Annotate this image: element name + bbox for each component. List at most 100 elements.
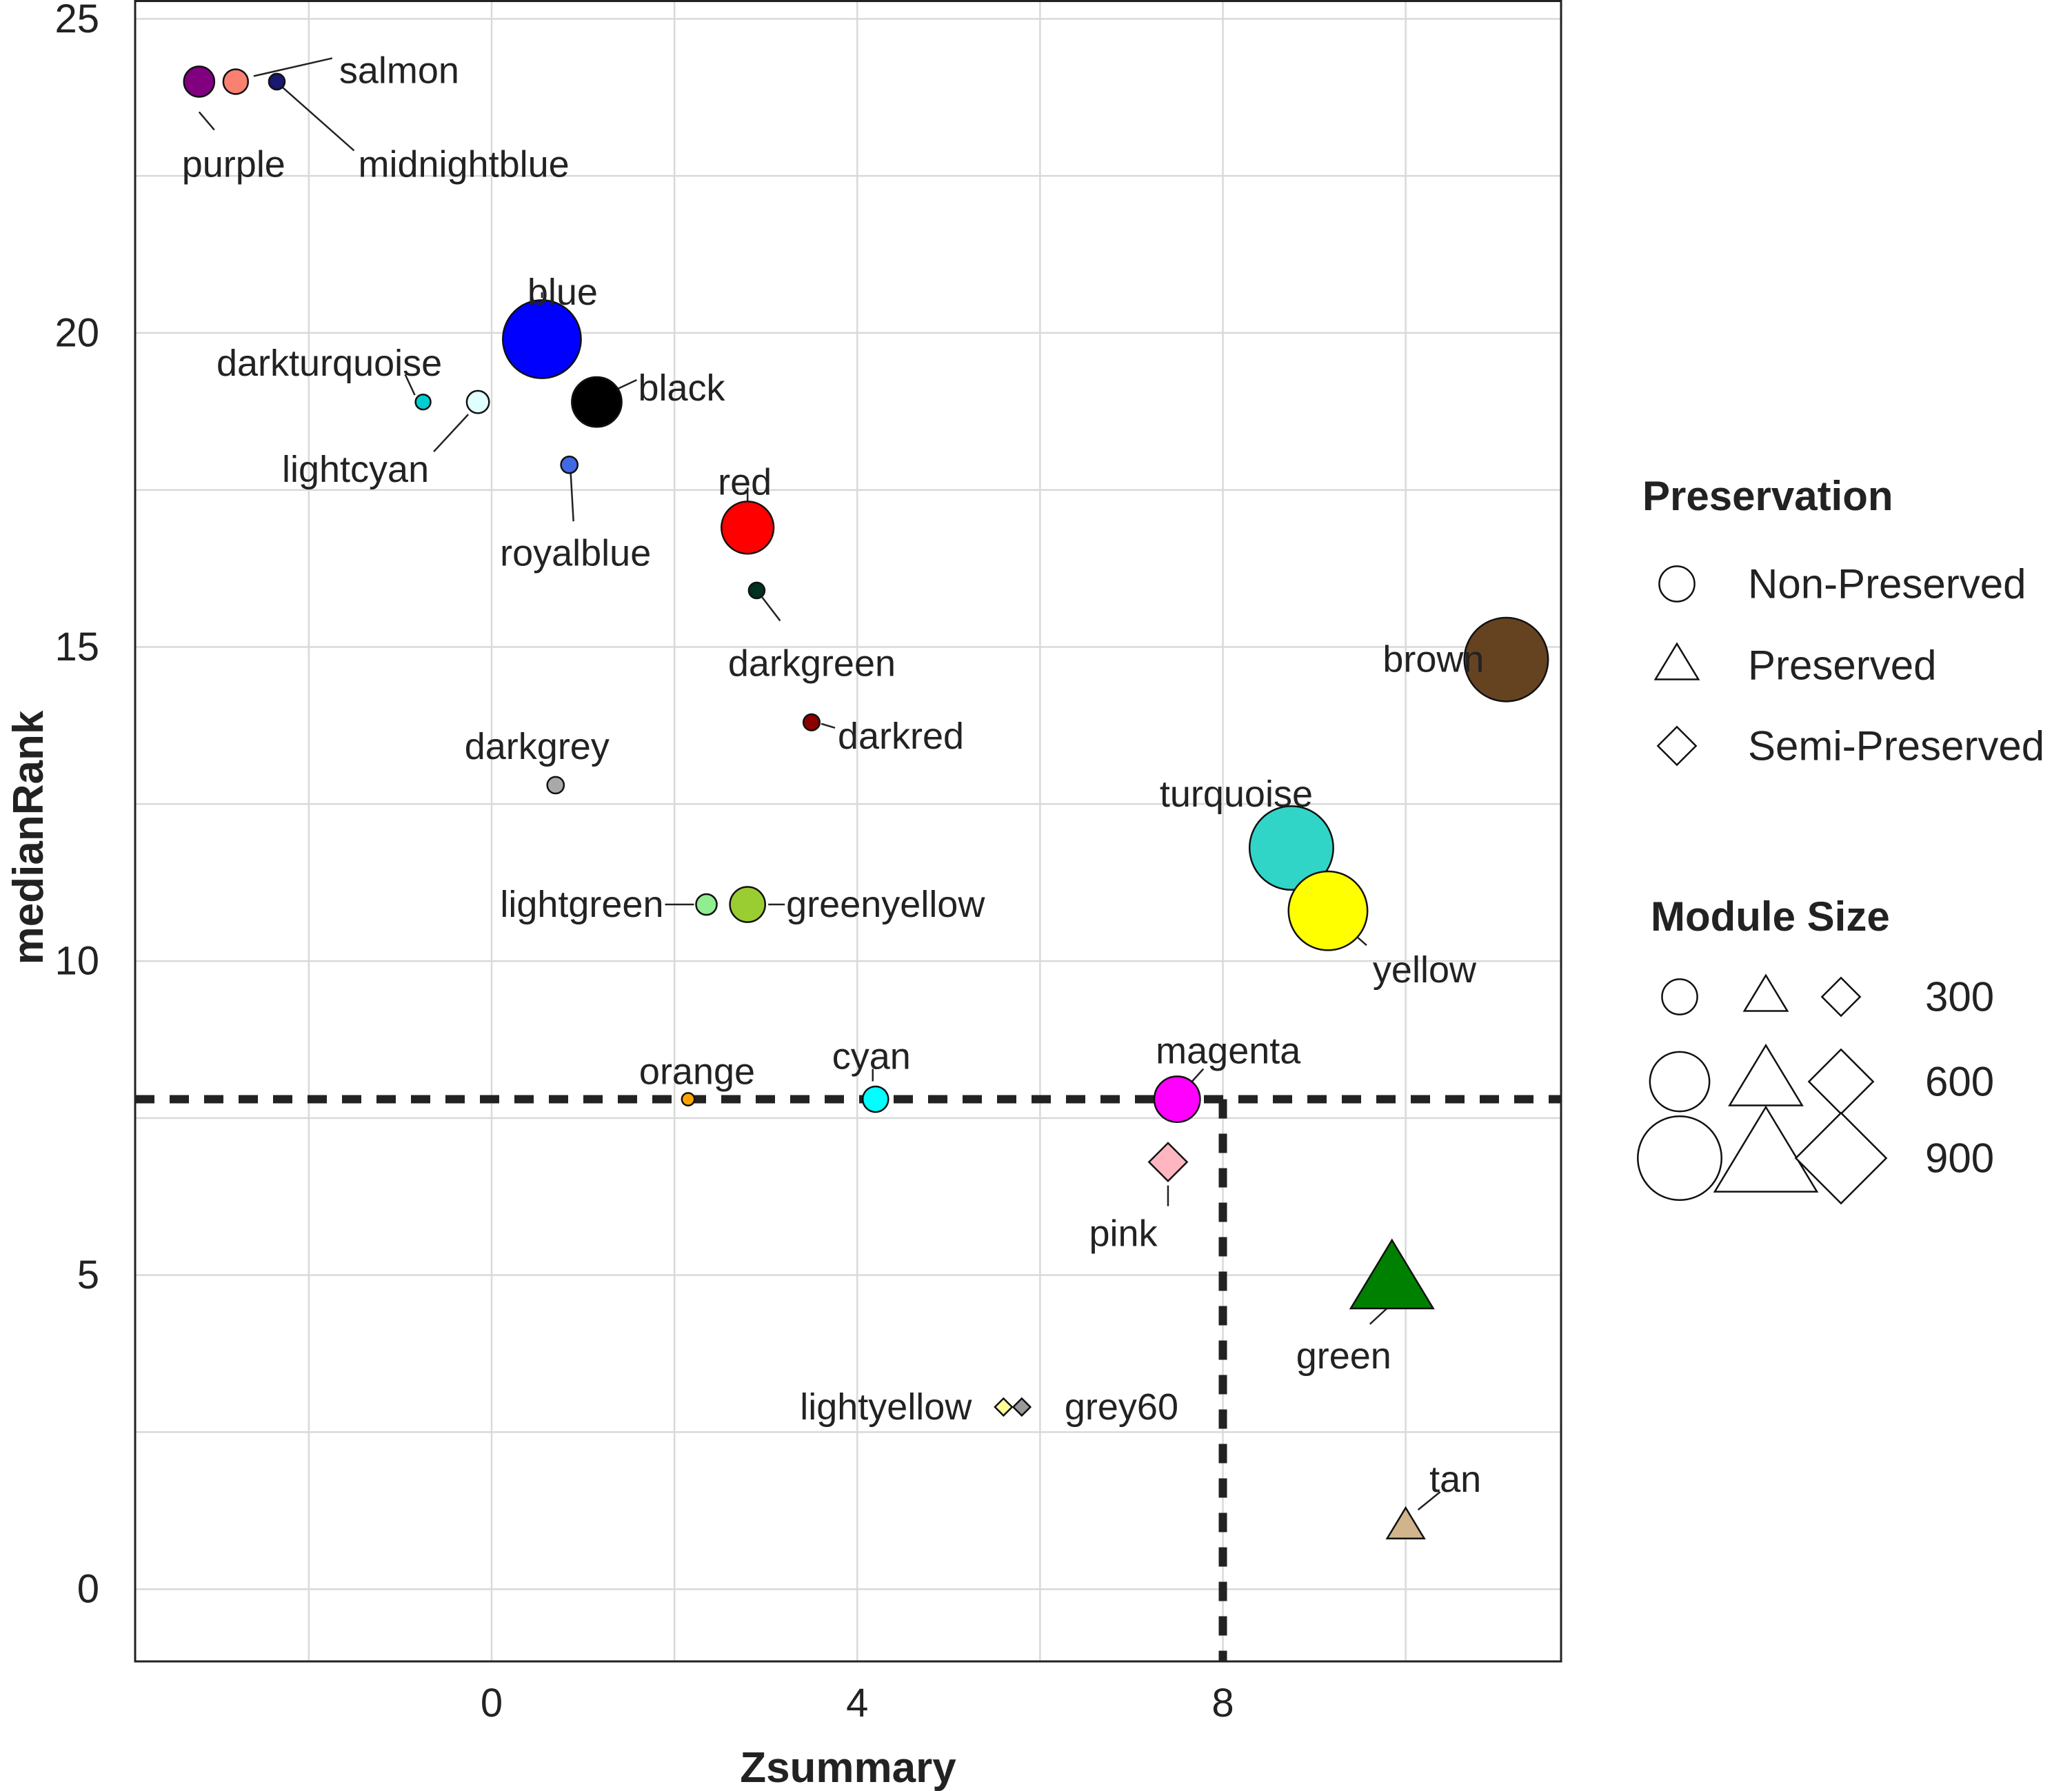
point-tan — [1385, 1506, 1426, 1540]
x-tick-label-4: 4 — [846, 1681, 868, 1726]
point-pink — [1147, 1142, 1189, 1183]
point-label-darkgrey: darkgrey — [465, 726, 610, 767]
point-label-magenta: magenta — [1156, 1031, 1301, 1072]
y-tick-label-15: 15 — [54, 625, 99, 669]
point-red — [721, 500, 775, 555]
point-grey60 — [1012, 1397, 1032, 1417]
legend-module-size-title: Module Size — [1651, 893, 1890, 940]
leader-tan — [1417, 1491, 1441, 1511]
leader-darkred — [821, 722, 836, 729]
leader-salmon — [253, 57, 333, 77]
y-tick-label-20: 20 — [54, 310, 99, 355]
label-leader-lines — [198, 57, 1441, 1511]
point-label-darkgreen: darkgreen — [728, 642, 896, 684]
point-label-salmon: salmon — [339, 50, 459, 91]
x-tick-label-8: 8 — [1211, 1681, 1234, 1726]
point-turquoise — [1248, 805, 1334, 891]
legend-size-900-preserved — [1713, 1105, 1819, 1193]
point-label-orange: orange — [639, 1051, 755, 1093]
point-midnightblue — [268, 72, 286, 91]
legend-size-900-semi-preserved — [1794, 1111, 1888, 1205]
legend-size-300-non-preserved — [1661, 978, 1698, 1015]
point-label-yellow: yellow — [1373, 949, 1477, 991]
point-label-brown: brown — [1382, 639, 1484, 680]
leader-purple — [198, 111, 215, 131]
point-label-cyan: cyan — [832, 1036, 911, 1077]
point-label-lightgreen: lightgreen — [500, 884, 663, 925]
point-darkgreen — [747, 581, 766, 600]
point-black — [571, 376, 623, 428]
y-tick-label-10: 10 — [54, 939, 99, 984]
legend-key-non-preserved — [1658, 565, 1696, 603]
y-tick-label-0: 0 — [77, 1567, 99, 1612]
point-label-lightyellow: lightyellow — [800, 1386, 972, 1428]
legend-label-semi-preserved: Semi-Preserved — [1748, 723, 2044, 769]
point-orange — [681, 1092, 696, 1106]
leader-green — [1369, 1306, 1389, 1325]
leader-darkturquoise — [404, 374, 416, 396]
legend-size-600-non-preserved — [1649, 1051, 1711, 1113]
point-darkturquoise — [414, 393, 432, 411]
point-magenta — [1153, 1075, 1201, 1123]
legend-size-label-600: 600 — [1925, 1059, 1994, 1105]
legend-label-non-preserved: Non-Preserved — [1748, 561, 2026, 607]
point-darkred — [802, 713, 821, 731]
y-tick-label-25: 25 — [54, 0, 99, 41]
legend-size-600-preserved — [1728, 1043, 1804, 1106]
legend-size-300-preserved — [1742, 973, 1789, 1012]
point-label-greenyellow: greenyellow — [786, 884, 985, 925]
point-royalblue — [560, 455, 579, 474]
plot-panel-border — [134, 0, 1562, 1663]
point-labels: purple salmon midnightblue blue black darktur… — [182, 50, 1485, 1500]
point-label-turquoise: turquoise — [1160, 773, 1313, 815]
point-label-lightcyan: lightcyan — [282, 449, 429, 490]
point-label-grey60: grey60 — [1065, 1386, 1178, 1428]
gridlines — [135, 0, 1561, 1661]
legend-label-preserved: Preserved — [1748, 642, 1936, 689]
point-label-midnightblue: midnightblue — [358, 143, 569, 185]
axis-tick-labels: 0 4 8 0 5 10 15 20 25 — [54, 0, 1234, 1726]
point-label-red: red — [718, 461, 772, 503]
point-yellow — [1287, 870, 1369, 951]
data-points — [183, 65, 1549, 1540]
point-lightyellow — [994, 1397, 1014, 1417]
leader-magenta — [1190, 1068, 1205, 1084]
point-purple — [183, 65, 216, 98]
point-label-black: black — [638, 367, 725, 409]
point-label-royalblue: royalblue — [500, 532, 651, 574]
legend-size-600-semi-preserved — [1807, 1048, 1875, 1115]
point-label-darkturquoise: darkturquoise — [217, 343, 442, 384]
point-darkgrey — [546, 776, 565, 795]
legend-size-900-non-preserved — [1637, 1115, 1722, 1201]
x-tick-label-0: 0 — [481, 1681, 503, 1726]
point-brown — [1463, 616, 1549, 702]
legend-size-label-300: 300 — [1925, 974, 1994, 1020]
leader-lightcyan — [433, 414, 470, 452]
leader-darkgreen — [761, 596, 781, 622]
point-label-green: green — [1296, 1335, 1391, 1377]
leader-black — [615, 379, 637, 391]
point-label-tan: tan — [1429, 1459, 1481, 1500]
leader-midnightblue — [281, 86, 355, 152]
leader-royalblue — [570, 473, 574, 522]
point-greenyellow — [729, 886, 767, 923]
point-lightcyan — [465, 389, 490, 414]
point-green — [1349, 1238, 1435, 1310]
point-cyan — [861, 1085, 889, 1113]
legend-items: Non-Preserved Preserved Semi-Preserved 300 6… — [1637, 561, 2044, 1205]
point-blue — [502, 299, 582, 379]
point-label-purple: purple — [182, 143, 285, 185]
legend-size-300-semi-preserved — [1820, 976, 1862, 1018]
y-tick-label-5: 5 — [77, 1253, 99, 1297]
point-label-blue: blue — [527, 272, 598, 313]
y-axis-title: medianRank — [5, 710, 52, 964]
point-label-pink: pink — [1089, 1213, 1158, 1255]
point-label-darkred: darkred — [838, 716, 964, 757]
legend: Preservation Module Size Non-Preserved Pr… — [1637, 473, 2044, 1205]
x-axis-title: Zsummary — [740, 1744, 956, 1791]
legend-key-preserved — [1653, 642, 1700, 680]
legend-key-semi-preserved — [1656, 725, 1698, 767]
reference-lines — [135, 1095, 1561, 1661]
legend-size-label-900: 900 — [1925, 1135, 1994, 1182]
